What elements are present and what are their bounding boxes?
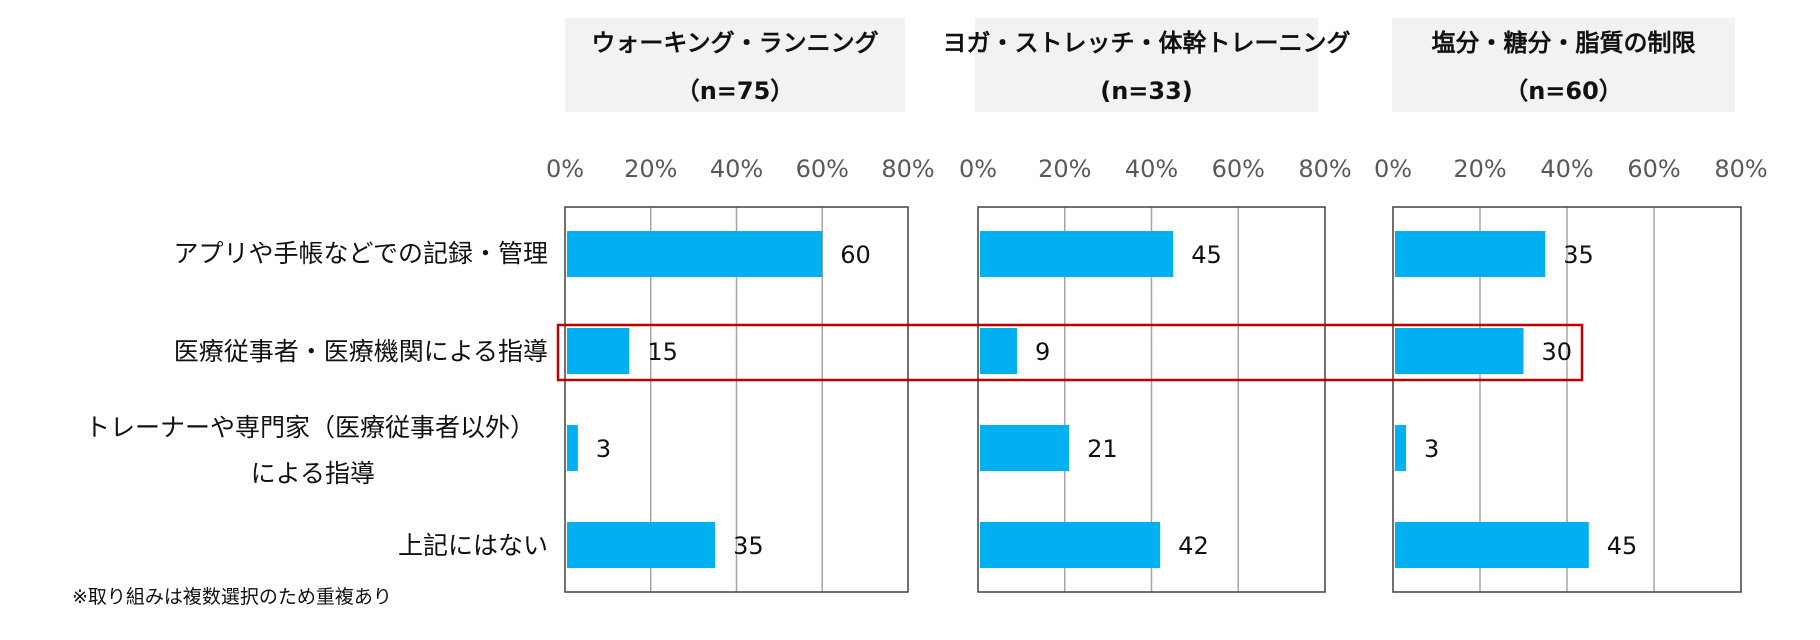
bar-records: [1395, 231, 1546, 277]
chart-panel-1: ウォーキング・ランニング （n=75） 0% 20% 40% 60% 80% 60 15 3 35: [546, 18, 935, 593]
category-label-trainer-guidance-line1: トレーナーや専門家（医療従事者以外）: [85, 413, 535, 442]
value-label-none: 42: [1178, 532, 1209, 560]
category-label-records: アプリや手帳などでの記録・管理: [173, 239, 548, 268]
bar-trainer-guidance: [567, 425, 578, 471]
x-tick-label: 20%: [1038, 155, 1091, 183]
bar-none: [1395, 522, 1589, 568]
plot-frame: [1392, 206, 1742, 593]
bar-medical-guidance: [980, 328, 1018, 374]
panel-title: ヨガ・ストレッチ・体幹トレーニング: [943, 29, 1351, 57]
category-label-trainer-guidance-line2: による指導: [251, 459, 375, 488]
value-label-records: 45: [1191, 241, 1222, 269]
category-label-medical-guidance: 医療従事者・医療機関による指導: [174, 337, 548, 366]
x-tick-label: 0%: [1374, 155, 1412, 183]
bar-trainer-guidance: [980, 425, 1070, 471]
bar-records: [980, 231, 1174, 277]
bar-records: [567, 231, 823, 277]
value-label-medical-guidance: 9: [1035, 338, 1050, 366]
value-label-medical-guidance: 30: [1542, 338, 1573, 366]
bar-trainer-guidance: [1395, 425, 1407, 471]
footnote: ※取り組みは複数選択のため重複あり: [72, 586, 392, 608]
x-tick-label: 40%: [1125, 155, 1178, 183]
bar-none: [567, 522, 716, 568]
plot-frame: [564, 206, 909, 593]
value-label-trainer-guidance: 3: [1424, 435, 1439, 463]
value-label-records: 35: [1563, 241, 1594, 269]
value-label-trainer-guidance: 21: [1087, 435, 1118, 463]
x-tick-label: 40%: [1540, 155, 1593, 183]
x-tick-label: 80%: [881, 155, 934, 183]
panel-title-background: [975, 18, 1318, 112]
value-label-medical-guidance: 15: [647, 338, 678, 366]
bar-none: [980, 522, 1161, 568]
panel-title: ウォーキング・ランニング: [591, 29, 878, 57]
x-tick-label: 20%: [624, 155, 677, 183]
x-tick-label: 80%: [1298, 155, 1351, 183]
panel-title-background: [565, 18, 905, 112]
plot-frame: [977, 206, 1326, 593]
panel-title: 塩分・糖分・脂質の制限: [1432, 29, 1696, 57]
x-tick-label: 60%: [1212, 155, 1265, 183]
x-tick-label: 20%: [1453, 155, 1506, 183]
value-label-none: 45: [1607, 532, 1638, 560]
highlight-box-medical-guidance: [556, 323, 1584, 382]
panel-title-background: [1392, 18, 1735, 112]
panel-subtitle: （n=60）: [1504, 77, 1623, 105]
chart-panel-3: 塩分・糖分・脂質の制限 （n=60） 0% 20% 40% 60% 80% 35 30 3 45: [1374, 18, 1768, 593]
category-label-none: 上記にはない: [398, 531, 548, 560]
chart-panels: ウォーキング・ランニング （n=75） 0% 20% 40% 60% 80% 60 15 3 35 ヨ…: [546, 18, 1768, 593]
x-tick-label: 0%: [546, 155, 584, 183]
bar-medical-guidance: [1395, 328, 1524, 374]
panel-subtitle: （n=75）: [676, 77, 795, 105]
x-tick-label: 40%: [710, 155, 763, 183]
x-tick-label: 60%: [796, 155, 849, 183]
value-label-records: 60: [840, 241, 871, 269]
value-label-trainer-guidance: 3: [596, 435, 611, 463]
x-tick-label: 0%: [959, 155, 997, 183]
category-labels: アプリや手帳などでの記録・管理 医療従事者・医療機関による指導 トレーナーや専門…: [85, 239, 548, 560]
panel-subtitle: (n=33): [1100, 77, 1193, 105]
chart-panel-2: ヨガ・ストレッチ・体幹トレーニング (n=33) 0% 20% 40% 60% 80% 45 9…: [943, 18, 1352, 593]
x-tick-label: 60%: [1627, 155, 1680, 183]
value-label-none: 35: [733, 532, 764, 560]
bar-medical-guidance: [567, 328, 630, 374]
x-tick-label: 80%: [1714, 155, 1767, 183]
